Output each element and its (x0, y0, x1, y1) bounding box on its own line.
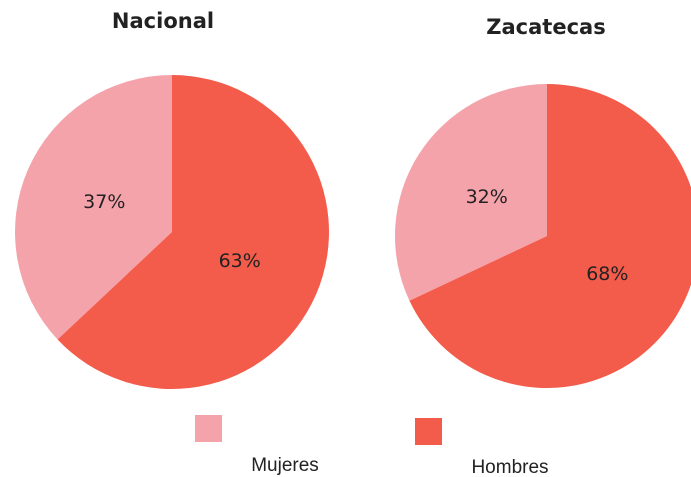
data-label: 63% (219, 250, 261, 272)
data-label: 37% (83, 191, 125, 213)
data-label: 32% (466, 186, 508, 208)
pie-slice (394, 84, 547, 301)
legend-swatch (195, 415, 222, 442)
pie-slice (409, 84, 691, 388)
chart-title: Zacatecas (486, 15, 605, 39)
legend-swatch (415, 418, 442, 445)
legend-label: Hombres (471, 457, 548, 477)
data-label: 68% (586, 263, 628, 285)
chart-title: Nacional (112, 9, 214, 33)
pie-slice (57, 74, 329, 389)
legend-label: Mujeres (251, 455, 319, 476)
pie-slice (14, 75, 172, 340)
